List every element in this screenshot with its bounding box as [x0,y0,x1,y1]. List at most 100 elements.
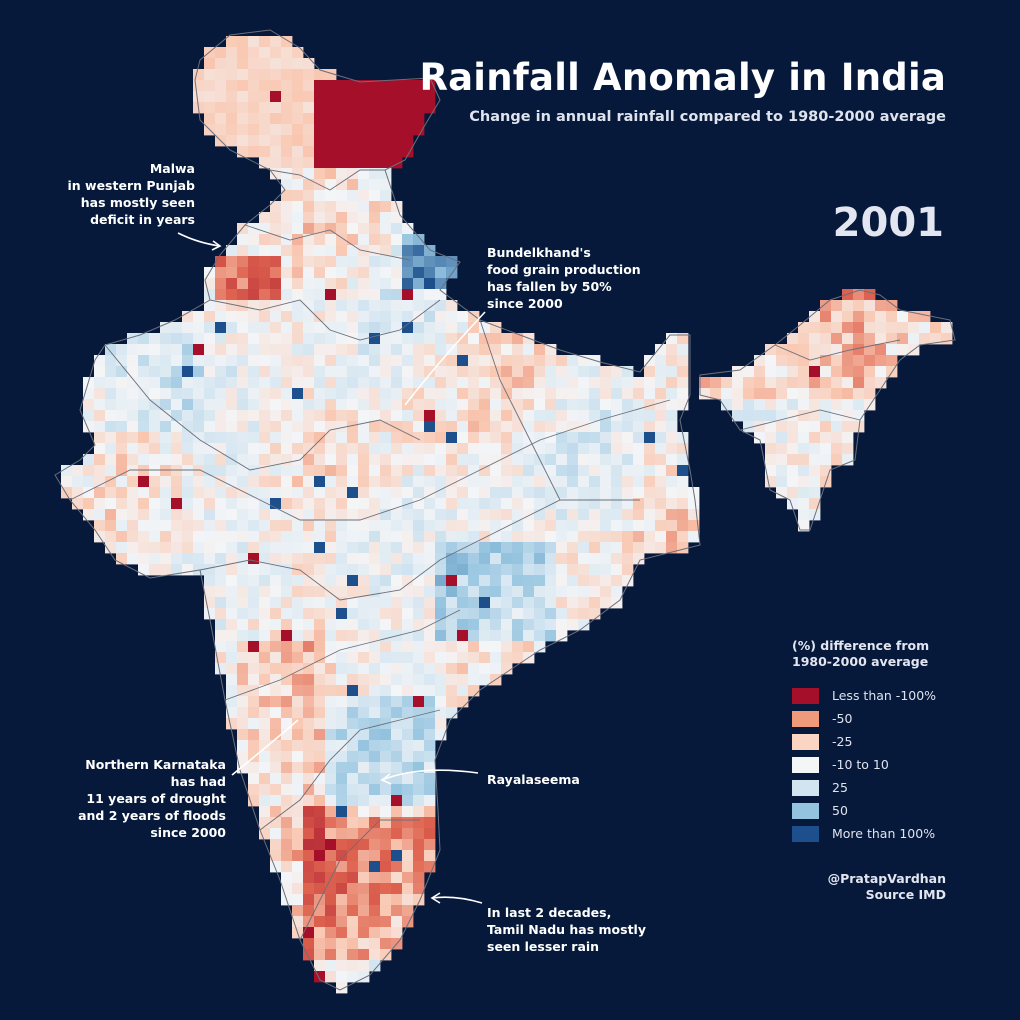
grid-cell [380,113,392,125]
grid-cell [127,476,139,488]
grid-cell [281,355,293,367]
grid-cell [633,421,645,433]
legend-swatch [792,733,819,750]
grid-cell [358,806,370,818]
grid-cell [479,476,491,488]
grid-cell [457,553,469,565]
grid-cell [303,718,315,730]
grid-cell [325,267,337,279]
grid-cell [270,146,282,158]
grid-cell [501,630,513,642]
grid-cell [864,344,876,356]
grid-cell [248,718,260,730]
grid-cell [424,663,436,675]
grid-cell [380,894,392,906]
grid-cell [303,421,315,433]
grid-cell [369,817,381,829]
grid-cell [534,421,546,433]
grid-cell [204,80,216,92]
grid-cell [545,586,557,598]
grid-cell [391,542,403,554]
grid-cell [358,399,370,411]
grid-cell [215,102,227,114]
grid-cell [336,674,348,686]
grid-cell [171,476,183,488]
grid-cell [413,773,425,785]
grid-cell [534,410,546,422]
grid-cell [611,520,623,532]
grid-cell [171,366,183,378]
grid-cell [611,443,623,455]
grid-cell [204,498,216,510]
grid-cell [809,410,821,422]
grid-cell [391,355,403,367]
grid-cell [534,520,546,532]
grid-cell [391,828,403,840]
grid-cell [215,47,227,59]
grid-cell [666,366,678,378]
grid-cell [325,817,337,829]
grid-cell [369,146,381,158]
grid-cell [314,168,326,180]
grid-cell [347,839,359,851]
annotation-malwa: Malwa in western Punjab has mostly seen … [68,160,196,228]
grid-cell [457,575,469,587]
grid-cell [820,355,832,367]
grid-cell [292,289,304,301]
grid-cell [193,476,205,488]
grid-cell [655,509,667,521]
grid-cell [402,861,414,873]
grid-cell [567,608,579,620]
grid-cell [842,443,854,455]
grid-cell [369,267,381,279]
grid-cell [391,223,403,235]
grid-cell [303,69,315,81]
grid-cell [83,487,95,499]
grid-cell [435,366,447,378]
grid-cell [545,432,557,444]
grid-cell [336,388,348,400]
grid-cell [369,927,381,939]
grid-cell [369,751,381,763]
grid-cell [369,157,381,169]
grid-cell [831,377,843,389]
grid-cell [336,399,348,411]
grid-cell [556,377,568,389]
grid-cell [347,234,359,246]
grid-cell [402,894,414,906]
grid-cell [589,476,601,488]
grid-cell [248,476,260,488]
grid-cell [424,795,436,807]
grid-cell [138,333,150,345]
grid-cell [237,487,249,499]
grid-cell [270,487,282,499]
grid-cell [853,333,865,345]
grid-cell [622,509,634,521]
grid-cell [336,795,348,807]
grid-cell [380,784,392,796]
grid-cell [303,553,315,565]
grid-cell [215,520,227,532]
grid-cell [248,36,260,48]
grid-cell [776,432,788,444]
grid-cell [83,509,95,521]
grid-cell [523,619,535,631]
grid-cell [545,553,557,565]
grid-cell [523,454,535,466]
grid-cell [358,212,370,224]
grid-cell [314,861,326,873]
grid-cell [127,465,139,477]
grid-cell [149,333,161,345]
grid-cell [160,399,172,411]
grid-cell [391,575,403,587]
grid-cell [743,410,755,422]
grid-cell [578,520,590,532]
grid-cell [325,542,337,554]
grid-cell [336,355,348,367]
grid-cell [182,377,194,389]
grid-cell [138,454,150,466]
grid-cell [160,531,172,543]
grid-cell [578,498,590,510]
grid-cell [226,278,238,290]
grid-cell [589,509,601,521]
